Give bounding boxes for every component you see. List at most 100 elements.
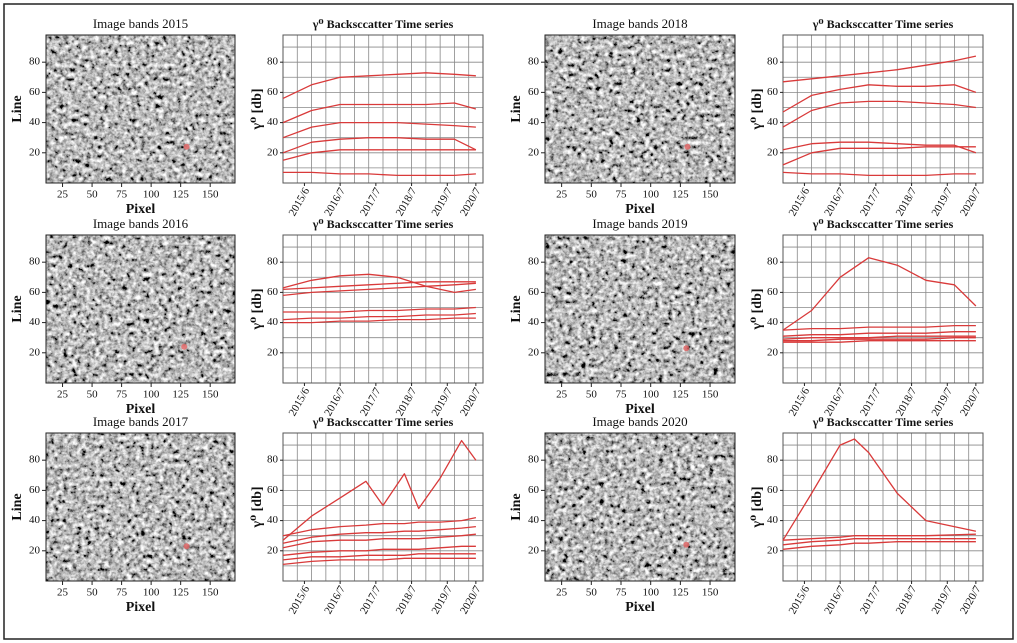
series-line bbox=[782, 324, 976, 331]
panel-title: Image bands 2020 bbox=[592, 414, 687, 429]
y-tick-label: 20 bbox=[29, 146, 41, 158]
x-tick-label: 2019/7 bbox=[429, 583, 455, 616]
y-axis-label: γ⁰ [db] bbox=[750, 288, 765, 330]
y-tick-label: 40 bbox=[267, 316, 279, 328]
image-band bbox=[46, 433, 235, 581]
series-line bbox=[282, 557, 476, 566]
y-tick-label: 80 bbox=[267, 454, 279, 466]
x-tick-label: 50 bbox=[586, 587, 598, 599]
series-line bbox=[782, 55, 977, 83]
series-line bbox=[283, 306, 476, 313]
y-axis-label: Line bbox=[10, 493, 25, 520]
y-tick-label: 40 bbox=[528, 316, 540, 328]
panel-title: γ⁰ Backsccatter Time series bbox=[812, 217, 954, 231]
x-axis-label: Pixel bbox=[126, 202, 156, 217]
y-tick-label: 80 bbox=[528, 454, 540, 466]
series-line bbox=[782, 171, 976, 177]
x-tick-label: 2018/7 bbox=[894, 185, 920, 218]
series-line bbox=[782, 141, 977, 154]
series-line bbox=[782, 335, 976, 340]
y-tick-label: 20 bbox=[767, 346, 779, 358]
x-tick-label: 125 bbox=[172, 189, 189, 201]
series-line bbox=[782, 100, 976, 128]
y-tick-label: 80 bbox=[767, 256, 779, 268]
x-tick-label: 125 bbox=[672, 389, 689, 401]
image-frame bbox=[45, 34, 236, 184]
x-tick-label: 2016/7 bbox=[322, 385, 348, 418]
y-axis-label: γ⁰ [db] bbox=[250, 486, 265, 528]
x-tick-label: 2015/6 bbox=[287, 583, 313, 616]
x-tick-label: 75 bbox=[616, 189, 628, 201]
y-tick-label: 40 bbox=[528, 116, 540, 128]
series-line bbox=[782, 538, 976, 546]
plot-frame bbox=[282, 34, 484, 184]
y-tick-label: 60 bbox=[267, 286, 279, 298]
x-tick-label: 50 bbox=[586, 189, 598, 201]
y-tick-label: 60 bbox=[29, 86, 41, 98]
panel-title: Image bands 2016 bbox=[93, 216, 189, 231]
x-tick-label: 50 bbox=[87, 189, 99, 201]
series-line bbox=[282, 553, 476, 561]
x-tick-label: 2015/6 bbox=[287, 185, 313, 218]
x-tick-label: 150 bbox=[702, 389, 719, 401]
marker bbox=[683, 541, 690, 548]
x-tick-label: 25 bbox=[556, 587, 568, 599]
y-tick-label: 80 bbox=[29, 454, 41, 466]
y-axis-label: γ⁰ [db] bbox=[750, 88, 765, 130]
panel-title: Image bands 2019 bbox=[592, 216, 687, 231]
x-tick-label: 75 bbox=[616, 389, 628, 401]
y-axis-label: γ⁰ [db] bbox=[250, 288, 265, 330]
series-line bbox=[783, 337, 976, 342]
y-tick-label: 20 bbox=[267, 346, 279, 358]
y-tick-label: 40 bbox=[528, 514, 540, 526]
series-line bbox=[282, 149, 476, 161]
x-tick-label: 50 bbox=[87, 389, 99, 401]
y-tick-label: 60 bbox=[767, 484, 779, 496]
series-line bbox=[282, 273, 476, 294]
x-tick-label: 150 bbox=[202, 389, 219, 401]
x-tick-label: 2018/7 bbox=[394, 185, 420, 218]
x-tick-label: 2016/7 bbox=[822, 583, 848, 616]
x-tick-label: 2017/7 bbox=[358, 583, 384, 616]
x-tick-label: 75 bbox=[116, 389, 128, 401]
series-line bbox=[283, 171, 476, 177]
y-axis-label: Line bbox=[509, 95, 524, 122]
x-axis-label: Pixel bbox=[126, 402, 156, 417]
image-frame bbox=[45, 234, 236, 384]
panel-title: Image bands 2015 bbox=[93, 16, 188, 31]
image-band bbox=[545, 35, 735, 183]
y-tick-label: 80 bbox=[267, 56, 279, 68]
x-tick-label: 2015/6 bbox=[787, 583, 813, 616]
x-tick-label: 2016/7 bbox=[322, 185, 348, 218]
y-axis-label: Line bbox=[10, 295, 25, 322]
series-line bbox=[282, 516, 477, 537]
x-tick-label: 100 bbox=[642, 189, 659, 201]
y-tick-label: 60 bbox=[267, 86, 279, 98]
x-tick-label: 75 bbox=[116, 189, 128, 201]
x-tick-label: 2019/7 bbox=[929, 583, 955, 616]
y-tick-label: 40 bbox=[29, 514, 41, 526]
x-tick-label: 125 bbox=[172, 389, 189, 401]
panel-title: γ⁰ Backsccatter Time series bbox=[812, 17, 954, 31]
x-tick-label: 2017/7 bbox=[358, 385, 384, 418]
image-frame bbox=[544, 234, 736, 384]
x-tick-label: 25 bbox=[556, 389, 568, 401]
x-tick-label: 100 bbox=[143, 189, 160, 201]
x-tick-label: 2017/7 bbox=[858, 185, 884, 218]
x-tick-label: 2015/6 bbox=[287, 385, 313, 418]
x-tick-label: 2016/7 bbox=[822, 385, 848, 418]
x-tick-label: 25 bbox=[57, 389, 69, 401]
x-tick-label: 2019/7 bbox=[429, 385, 455, 418]
series-line bbox=[282, 525, 476, 544]
x-tick-label: 125 bbox=[672, 189, 689, 201]
image-band bbox=[46, 235, 235, 383]
panel-title: γ⁰ Backsccatter Time series bbox=[812, 415, 954, 429]
x-tick-label: 25 bbox=[57, 189, 69, 201]
x-tick-label: 2017/7 bbox=[858, 583, 884, 616]
y-tick-label: 20 bbox=[29, 544, 41, 556]
x-tick-label: 2020/7 bbox=[958, 185, 984, 218]
y-tick-label: 80 bbox=[29, 256, 41, 268]
y-tick-label: 20 bbox=[767, 146, 779, 158]
series-line bbox=[783, 340, 976, 343]
image-band bbox=[545, 433, 735, 581]
